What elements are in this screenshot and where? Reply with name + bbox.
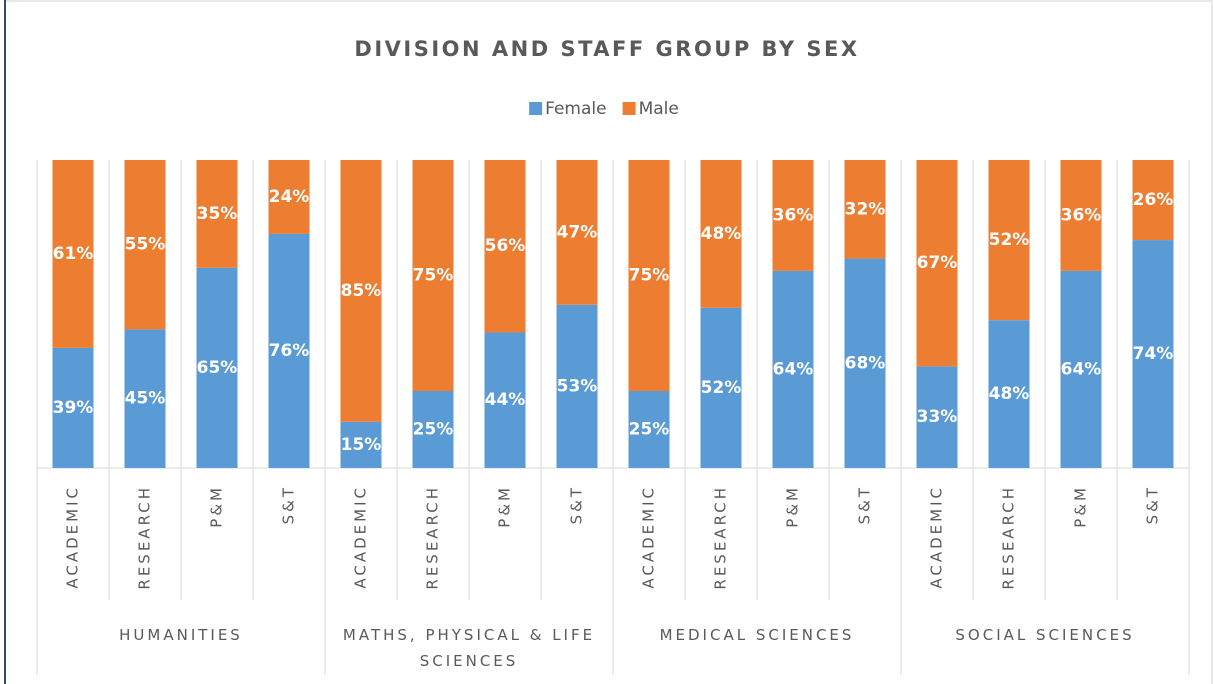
- data-label: 26%: [1133, 190, 1174, 210]
- bar-segment: [700, 307, 742, 468]
- data-label: 75%: [629, 266, 670, 286]
- data-label: 64%: [773, 359, 814, 379]
- chart-title: DIVISION AND STAFF GROUP BY SEX: [354, 37, 859, 61]
- bar-segment: [556, 160, 598, 305]
- bar-segment: [484, 160, 526, 333]
- bar-segment: [196, 267, 238, 468]
- group-label: SOCIAL SCIENCES: [955, 626, 1135, 644]
- x-tick-label: P&M: [784, 485, 802, 528]
- data-label: 61%: [53, 244, 94, 264]
- legend: Female Male: [529, 99, 679, 119]
- data-label: 36%: [1061, 205, 1102, 225]
- data-label: 68%: [845, 353, 886, 373]
- data-label: 52%: [989, 230, 1030, 250]
- group-label: HUMANITIES: [119, 626, 243, 644]
- data-label: 48%: [701, 224, 742, 244]
- data-label: 75%: [413, 266, 454, 286]
- bar-segment: [772, 160, 814, 271]
- x-tick-label: S&T: [1144, 485, 1162, 524]
- data-label: 52%: [701, 378, 742, 398]
- legend-label: Female: [545, 99, 606, 119]
- frame: [4, 0, 1213, 684]
- data-label: 56%: [485, 236, 526, 256]
- data-label: 32%: [845, 199, 886, 219]
- data-label: 44%: [485, 390, 526, 410]
- bar-segment: [844, 258, 886, 468]
- bar-segment: [988, 160, 1030, 321]
- bar-segment: [628, 391, 670, 468]
- x-tick-label: RESEARCH: [424, 485, 442, 590]
- bar-segment: [1132, 160, 1174, 241]
- bar-segment: [1060, 160, 1102, 271]
- bar-segment: [340, 421, 382, 468]
- bar-segment: [412, 160, 454, 391]
- bar-segment: [268, 160, 310, 234]
- bar-segment: [916, 160, 958, 367]
- x-tick-label: P&M: [208, 485, 226, 528]
- data-label: 76%: [269, 341, 310, 361]
- group-label: MEDICAL SCIENCES: [659, 626, 855, 644]
- data-label: 15%: [341, 435, 382, 455]
- data-label: 25%: [413, 420, 454, 440]
- data-label: 55%: [125, 235, 166, 255]
- x-tick-label: ACADEMIC: [64, 485, 82, 589]
- x-tick-label: RESEARCH: [1000, 485, 1018, 590]
- data-label: 47%: [557, 222, 598, 242]
- data-label: 67%: [917, 253, 958, 273]
- data-label: 33%: [917, 407, 958, 427]
- legend-swatch: [529, 102, 543, 115]
- bar-segment: [268, 233, 310, 468]
- data-label: 53%: [557, 376, 598, 396]
- data-label: 35%: [197, 204, 238, 224]
- legend-swatch: [622, 102, 636, 115]
- bar-segment: [52, 160, 94, 348]
- data-label: 36%: [773, 205, 814, 225]
- x-tick-label: ACADEMIC: [352, 485, 370, 589]
- bar-segment: [700, 160, 742, 308]
- x-tick-label: RESEARCH: [712, 485, 730, 590]
- data-label: 85%: [341, 281, 382, 301]
- bar-segment: [772, 270, 814, 468]
- bar-segment: [844, 160, 886, 259]
- group-label: MATHS, PHYSICAL & LIFE SCIENCES: [342, 626, 596, 670]
- bar-segment: [556, 304, 598, 468]
- bar-segment: [196, 160, 238, 268]
- data-label: 64%: [1061, 359, 1102, 379]
- data-label: 45%: [125, 389, 166, 409]
- x-tick-label: S&T: [280, 485, 298, 524]
- x-tick-label: P&M: [1072, 485, 1090, 528]
- bar-segment: [1132, 240, 1174, 468]
- legend-label: Male: [639, 99, 679, 119]
- x-tick-label: P&M: [496, 485, 514, 528]
- data-label: 74%: [1133, 344, 1174, 364]
- x-tick-label: S&T: [568, 485, 586, 524]
- data-label: 24%: [269, 187, 310, 207]
- x-tick-label: ACADEMIC: [928, 485, 946, 589]
- x-tick-label: RESEARCH: [136, 485, 154, 590]
- bar-segment: [124, 160, 166, 330]
- bar-segment: [916, 366, 958, 468]
- data-label: 65%: [197, 358, 238, 378]
- bar-segment: [628, 160, 670, 391]
- bar-segment: [988, 320, 1030, 468]
- data-label: 48%: [989, 384, 1030, 404]
- x-tick-label: S&T: [856, 485, 874, 524]
- x-tick-label: ACADEMIC: [640, 485, 658, 589]
- bar-segment: [484, 332, 526, 468]
- bar-segment: [124, 329, 166, 468]
- bar-segment: [1060, 270, 1102, 468]
- data-label: 25%: [629, 420, 670, 440]
- data-label: 39%: [53, 398, 94, 418]
- bar-segment: [412, 391, 454, 468]
- bar-segment: [340, 160, 382, 422]
- bar-segment: [52, 347, 94, 468]
